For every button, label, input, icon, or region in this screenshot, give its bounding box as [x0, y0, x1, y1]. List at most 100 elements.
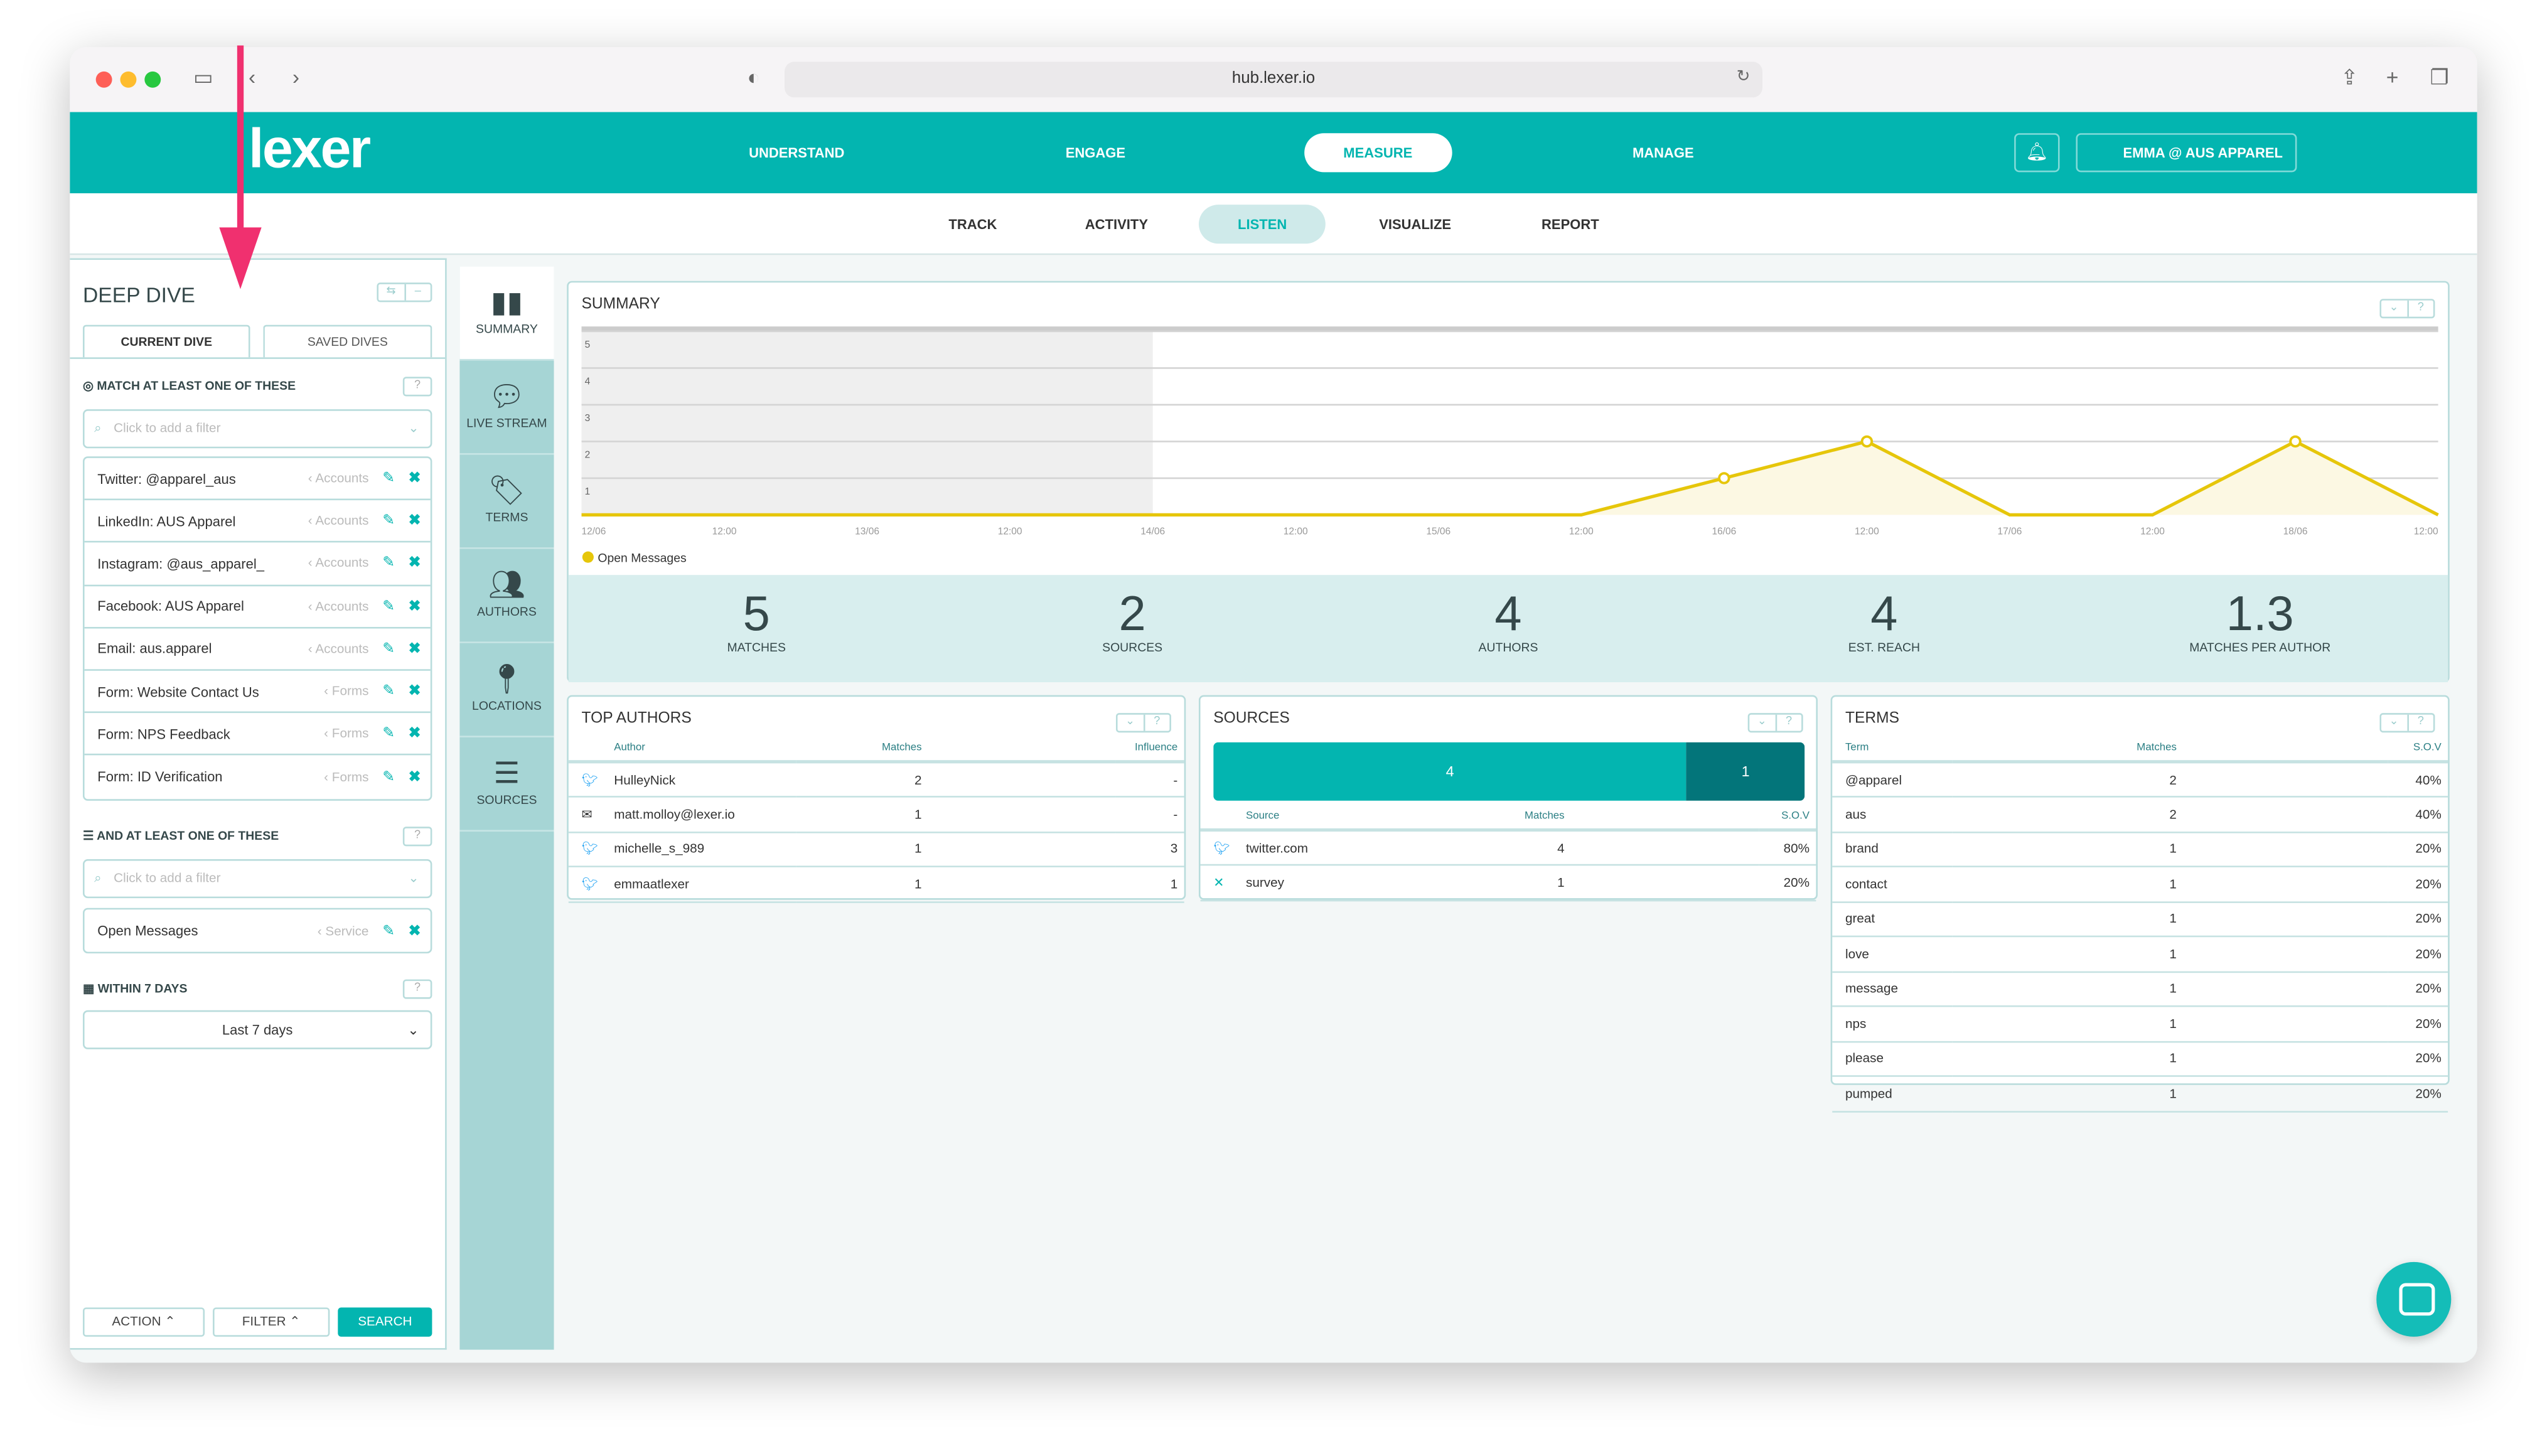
nav-understand[interactable]: UNDERSTAND: [749, 144, 845, 161]
new-tab-icon[interactable]: +: [2386, 65, 2399, 90]
help-icon[interactable]: ?: [2417, 716, 2424, 728]
remove-icon[interactable]: ✖: [408, 640, 421, 656]
help-icon[interactable]: ?: [1154, 716, 1161, 728]
collapse-icon[interactable]: ⌄: [2381, 300, 2408, 317]
help-button[interactable]: ?: [402, 377, 432, 397]
subnav-track[interactable]: TRACK: [948, 216, 997, 233]
filter-item[interactable]: Facebook: AUS Apparel ‹ Accounts ✎ ✖: [84, 586, 431, 628]
collapse-icon[interactable]: ⌄: [2381, 714, 2408, 731]
subnav-report[interactable]: REPORT: [1542, 216, 1599, 233]
term[interactable]: nps: [1832, 1006, 1953, 1042]
help-button[interactable]: ?: [402, 827, 432, 847]
table-row[interactable]: 🐦︎ michelle_s_989 1 3: [568, 832, 1184, 867]
author-name[interactable]: matt.molloy@lexer.io: [614, 806, 735, 822]
sidebar-toggle-icon[interactable]: ▭: [193, 65, 213, 90]
author-name[interactable]: emmaatlexer: [614, 876, 689, 892]
table-row[interactable]: great 1 20%: [1832, 901, 2448, 938]
action-button[interactable]: ACTION ⌃: [82, 1307, 205, 1337]
rail-item-summary[interactable]: ▮▮ SUMMARY: [459, 266, 554, 361]
author-name[interactable]: HulleyNick: [614, 772, 676, 787]
chat-launcher-button[interactable]: [2376, 1261, 2452, 1337]
legend-label[interactable]: Open Messages: [598, 551, 686, 565]
back-icon[interactable]: ‹: [248, 65, 256, 90]
table-row[interactable]: please 1 20%: [1832, 1041, 2448, 1077]
nav-measure[interactable]: MEASURE: [1304, 133, 1452, 173]
help-icon[interactable]: ?: [1785, 716, 1793, 728]
filter-search-input[interactable]: ⌕ Click to add a filter ⌄: [82, 409, 432, 449]
edit-icon[interactable]: ✎: [382, 469, 395, 486]
edit-icon[interactable]: ✎: [382, 724, 395, 741]
filter-button[interactable]: FILTER ⌃: [213, 1307, 330, 1337]
edit-icon[interactable]: ✎: [382, 554, 395, 571]
rail-item-authors[interactable]: 👥︎ AUTHORS: [459, 549, 554, 643]
term[interactable]: great: [1832, 901, 1953, 938]
term[interactable]: aus: [1832, 796, 1953, 833]
filter-search-input-2[interactable]: ⌕ Click to add a filter ⌄: [82, 859, 432, 899]
source-share-segment[interactable]: 4: [1213, 742, 1686, 801]
edit-icon[interactable]: ✎: [382, 640, 395, 656]
table-row[interactable]: message 1 20%: [1832, 971, 2448, 1007]
maximize-window-button[interactable]: [144, 71, 161, 88]
remove-icon[interactable]: ✖: [408, 511, 421, 528]
filter-item[interactable]: Form: Website Contact Us ‹ Forms ✎ ✖: [84, 671, 431, 714]
date-range-select[interactable]: Last 7 days ⌄: [82, 1010, 432, 1049]
filter-item[interactable]: Form: ID Verification ‹ Forms ✎ ✖: [85, 756, 431, 798]
data-point[interactable]: [1718, 472, 1730, 484]
help-button[interactable]: ?: [402, 979, 432, 999]
tab-current-dive[interactable]: CURRENT DIVE: [82, 324, 250, 358]
table-row[interactable]: nps 1 20%: [1832, 1006, 2448, 1042]
table-row[interactable]: aus 2 40%: [1832, 796, 2448, 833]
data-point[interactable]: [2289, 435, 2302, 448]
lexer-logo[interactable]: lexer: [248, 118, 371, 181]
filter-item[interactable]: Open Messages ‹ Service ✎ ✖: [85, 909, 431, 952]
table-row[interactable]: love 1 20%: [1832, 936, 2448, 972]
table-row[interactable]: 🐦︎ twitter.com 4 80%: [1200, 830, 1816, 866]
table-row[interactable]: brand 1 20%: [1832, 832, 2448, 867]
term[interactable]: contact: [1832, 866, 1953, 902]
subnav-visualize[interactable]: VISUALIZE: [1379, 216, 1452, 233]
minimize-window-button[interactable]: [120, 71, 137, 88]
tab-saved-dives[interactable]: SAVED DIVES: [263, 324, 432, 358]
table-row[interactable]: 🐦︎ emmaatlexer 1 1: [568, 866, 1184, 902]
table-row[interactable]: 🐦︎ HulleyNick 2-: [568, 761, 1184, 798]
rail-item-terms[interactable]: 🏷︎ TERMS: [459, 455, 554, 549]
filter-item[interactable]: Email: aus.apparel ‹ Accounts ✎ ✖: [84, 628, 431, 671]
remove-icon[interactable]: ✖: [408, 768, 421, 784]
minimize-icon[interactable]: –: [414, 286, 421, 297]
edit-icon[interactable]: ✎: [382, 768, 395, 784]
filter-item[interactable]: LinkedIn: AUS Apparel ‹ Accounts ✎ ✖: [84, 501, 431, 543]
term[interactable]: @apparel: [1832, 761, 1953, 798]
edit-icon[interactable]: ✎: [382, 597, 395, 614]
tabs-overview-icon[interactable]: ❐: [2430, 65, 2449, 90]
term[interactable]: message: [1832, 971, 1953, 1007]
reload-icon[interactable]: ↻: [1736, 68, 1751, 87]
remove-icon[interactable]: ✖: [408, 921, 421, 938]
source-share-segment[interactable]: 1: [1686, 742, 1805, 801]
remove-icon[interactable]: ✖: [408, 597, 421, 614]
collapse-icon[interactable]: ⌄: [1118, 714, 1145, 731]
rail-item-locations[interactable]: 📍︎ LOCATIONS: [459, 643, 554, 737]
search-button[interactable]: SEARCH: [338, 1307, 432, 1337]
user-menu-button[interactable]: EMMA @ AUS APPAREL: [2076, 133, 2297, 173]
term[interactable]: love: [1832, 936, 1953, 972]
nav-manage[interactable]: MANAGE: [1632, 144, 1694, 161]
table-row[interactable]: pumped 1 20%: [1832, 1076, 2448, 1112]
edit-icon[interactable]: ✎: [382, 511, 395, 528]
edit-icon[interactable]: ✎: [382, 921, 395, 938]
edit-icon[interactable]: ✎: [382, 682, 395, 699]
data-point[interactable]: [1860, 435, 1874, 448]
help-icon[interactable]: ?: [2417, 302, 2424, 314]
remove-icon[interactable]: ✖: [408, 554, 421, 571]
table-row[interactable]: contact 1 20%: [1832, 866, 2448, 902]
term[interactable]: brand: [1832, 832, 1953, 867]
term[interactable]: pumped: [1832, 1076, 1953, 1112]
forward-icon[interactable]: ›: [292, 65, 300, 90]
rail-item-live-stream[interactable]: 💬︎ LIVE STREAM: [459, 361, 554, 455]
rail-item-sources[interactable]: ☰ SOURCES: [459, 737, 554, 832]
term[interactable]: please: [1832, 1041, 1953, 1077]
filter-item[interactable]: Twitter: @apparel_aus ‹ Accounts ✎ ✖: [84, 458, 431, 501]
subnav-activity[interactable]: ACTIVITY: [1085, 216, 1149, 233]
table-row[interactable]: ✉ matt.molloy@lexer.io 1-: [568, 796, 1184, 833]
filter-item[interactable]: Form: NPS Feedback ‹ Forms ✎ ✖: [84, 713, 431, 756]
table-row[interactable]: ✕ survey 1 20%: [1200, 865, 1816, 901]
